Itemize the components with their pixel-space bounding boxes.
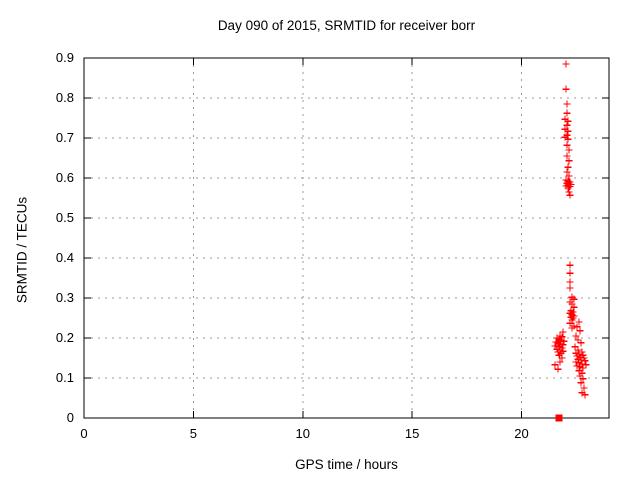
data-point-plus — [572, 332, 580, 340]
data-point-plus — [576, 327, 584, 335]
data-point-plus — [563, 141, 571, 149]
x-tick-label: 5 — [189, 426, 197, 441]
data-point-plus — [572, 358, 580, 366]
y-tick-label: 0.3 — [55, 290, 74, 305]
data-point-plus — [577, 379, 585, 387]
data-point-plus — [563, 152, 571, 160]
data-point-plus — [554, 348, 562, 356]
data-point-plus — [551, 361, 559, 369]
y-tick-label: 0.6 — [55, 170, 74, 185]
plot-border — [83, 57, 610, 419]
x-tick-label: 15 — [404, 426, 420, 441]
y-tick-label: 0.9 — [55, 50, 74, 65]
data-point-plus — [564, 163, 572, 171]
data-point-plus — [579, 375, 587, 383]
data-point-plus — [582, 361, 590, 369]
data-point-plus — [566, 261, 574, 269]
data-point-plus — [568, 324, 576, 332]
data-point-plus — [565, 146, 573, 154]
y-tick-label: 0.4 — [55, 250, 74, 265]
y-tick-label: 0.1 — [55, 370, 74, 385]
data-point-plus — [562, 85, 570, 93]
data-point-plus — [573, 323, 581, 331]
data-point-plus — [570, 303, 578, 311]
x-tick-label: 20 — [514, 426, 529, 441]
data-point-plus — [558, 354, 566, 362]
y-tick-label: 0.8 — [55, 90, 74, 105]
x-axis-label: GPS time / hours — [295, 457, 398, 472]
data-point-plus — [579, 364, 587, 372]
data-point-plus — [562, 60, 570, 68]
data-point-plus — [577, 339, 585, 347]
data-point-plus — [563, 100, 571, 108]
data-point-plus — [570, 295, 578, 303]
data-point-plus — [566, 269, 574, 277]
data-point-plus — [576, 363, 584, 371]
data-point-plus — [566, 191, 574, 199]
data-point-plus — [566, 319, 574, 327]
x-tick-label: 0 — [80, 426, 88, 441]
data-point-plus — [565, 172, 573, 180]
data-point-plus — [566, 278, 574, 286]
data-point-plus — [559, 341, 567, 349]
data-point-plus — [564, 184, 572, 192]
y-tick-label: 0 — [66, 410, 74, 425]
data-point-plus — [556, 358, 564, 366]
data-point-plus — [565, 188, 573, 196]
data-point-plus — [559, 328, 567, 336]
data-point-plus — [563, 168, 571, 176]
data-point-plus — [564, 117, 572, 125]
data-point-plus — [560, 337, 568, 345]
data-point-plus — [566, 284, 574, 292]
data-point-plus — [563, 121, 571, 129]
x-tick-label: 10 — [295, 426, 310, 441]
data-point-square — [555, 414, 563, 422]
data-point-plus — [563, 109, 571, 117]
data-point-plus — [581, 391, 589, 399]
y-tick-label: 0.2 — [55, 330, 74, 345]
y-tick-label: 0.7 — [55, 130, 74, 145]
chart-title: Day 090 of 2015, SRMTID for receiver bor… — [217, 18, 476, 33]
data-point-plus — [564, 135, 572, 143]
data-point-plus — [554, 365, 562, 373]
data-point-plus — [565, 157, 573, 165]
data-point-plus — [580, 384, 588, 392]
data-point-plus — [564, 127, 572, 135]
y-tick-label: 0.5 — [55, 210, 74, 225]
data-point-plus — [575, 318, 583, 326]
